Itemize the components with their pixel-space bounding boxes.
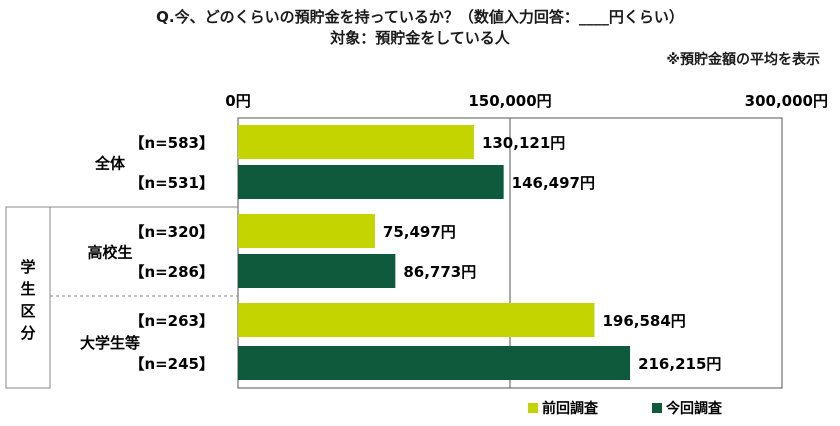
sample-size-label: 【n=583】: [129, 134, 214, 152]
x-tick-label: 300,000円: [745, 92, 828, 110]
bar-current: [238, 346, 631, 380]
chart-subtitle: 対象：預貯金をしている人: [330, 29, 510, 47]
legend-swatch: [652, 403, 662, 413]
data-label: 130,121円: [482, 134, 565, 152]
sample-size-label: 【n=245】: [129, 355, 214, 373]
bar-previous: [238, 303, 595, 337]
side-label-char: 分: [20, 324, 35, 342]
group-label: 高校生: [87, 244, 132, 262]
side-label-char: 区: [20, 302, 35, 320]
chart-note: ※預貯金額の平均を表示: [666, 52, 820, 68]
group-label: 大学生等: [80, 334, 140, 352]
x-tick-label: 0円: [225, 92, 250, 110]
sample-size-label: 【n=263】: [129, 312, 214, 330]
chart-title: Q.今、どのくらいの預貯金を持っているか？（数値入力回答：____円くらい）: [156, 8, 684, 26]
sample-size-label: 【n=286】: [129, 263, 214, 281]
data-label: 216,215円: [638, 355, 721, 373]
data-label: 146,497円: [512, 174, 595, 192]
x-tick-label: 150,000円: [468, 92, 551, 110]
side-label-char: 学: [20, 258, 35, 276]
side-label-char: 生: [20, 280, 35, 298]
group-label: 全体: [94, 155, 126, 173]
data-label: 196,584円: [602, 312, 685, 330]
legend-label: 今回調査: [665, 400, 723, 417]
bar-current: [238, 254, 396, 288]
legend-swatch: [528, 403, 538, 413]
side-label-box: [5, 206, 51, 389]
sample-size-label: 【n=531】: [129, 174, 214, 192]
data-label: 86,773円: [403, 263, 476, 281]
data-label: 75,497円: [383, 223, 456, 241]
bar-previous: [238, 125, 474, 159]
sample-size-label: 【n=320】: [129, 223, 214, 241]
bar-current: [238, 165, 504, 199]
bar-previous: [238, 214, 375, 248]
legend-label: 前回調査: [542, 400, 599, 417]
